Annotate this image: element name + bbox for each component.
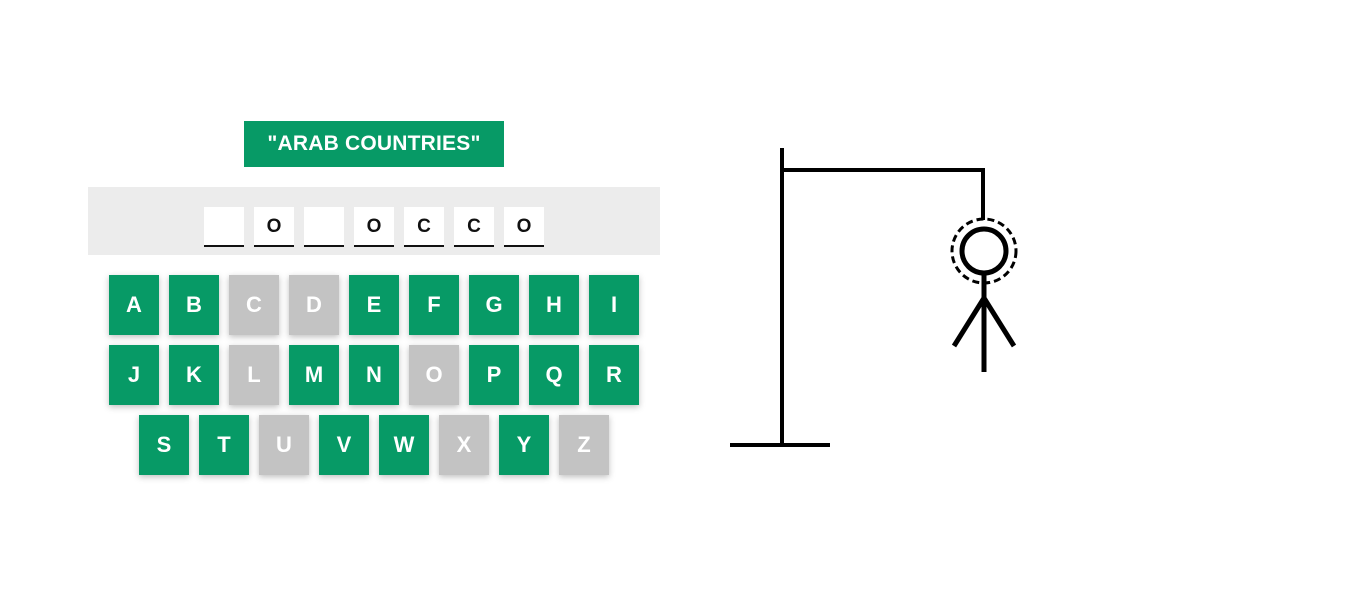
letter-key-p[interactable]: P (469, 345, 519, 405)
letter-key-d: D (289, 275, 339, 335)
letter-key-x: X (439, 415, 489, 475)
letter-key-s[interactable]: S (139, 415, 189, 475)
letter-key-e[interactable]: E (349, 275, 399, 335)
letter-key-h[interactable]: H (529, 275, 579, 335)
word-letter-slot: O (354, 207, 394, 247)
letter-key-u: U (259, 415, 309, 475)
letter-key-m[interactable]: M (289, 345, 339, 405)
letter-key-o: O (409, 345, 459, 405)
letter-key-g[interactable]: G (469, 275, 519, 335)
word-letter-slot: C (454, 207, 494, 247)
letter-key-l: L (229, 345, 279, 405)
letter-key-r[interactable]: R (589, 345, 639, 405)
letter-key-c: C (229, 275, 279, 335)
hangman-right-arm (981, 296, 1017, 348)
letter-key-f[interactable]: F (409, 275, 459, 335)
letter-key-z: Z (559, 415, 609, 475)
letter-key-j[interactable]: J (109, 345, 159, 405)
word-letter-slot: O (254, 207, 294, 247)
hangman-left-arm (951, 296, 987, 348)
letter-key-t[interactable]: T (199, 415, 249, 475)
letter-key-i[interactable]: I (589, 275, 639, 335)
letter-key-y[interactable]: Y (499, 415, 549, 475)
letter-key-k[interactable]: K (169, 345, 219, 405)
letter-key-q[interactable]: Q (529, 345, 579, 405)
letter-key-v[interactable]: V (319, 415, 369, 475)
hangman-drawing (730, 148, 1018, 447)
word-letter-slot (304, 207, 344, 247)
letter-key-a[interactable]: A (109, 275, 159, 335)
letter-key-b[interactable]: B (169, 275, 219, 335)
word-letter-slot: C (404, 207, 444, 247)
word-letter-slot (204, 207, 244, 247)
letter-key-n[interactable]: N (349, 345, 399, 405)
letter-key-w[interactable]: W (379, 415, 429, 475)
hangman-head (950, 217, 1018, 285)
word-letter-slot: O (504, 207, 544, 247)
category-label: "ARAB COUNTRIES" (244, 121, 504, 167)
